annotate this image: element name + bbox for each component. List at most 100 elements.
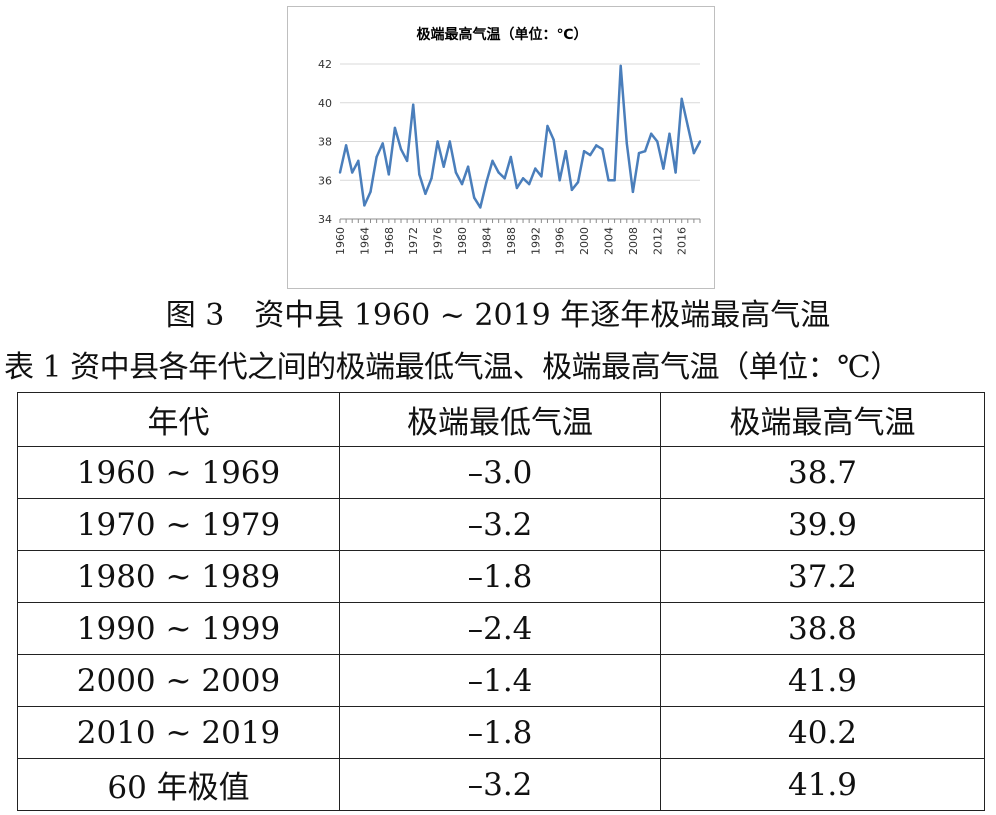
data-point xyxy=(698,140,702,143)
table-row: 60 年极值 –3.2 41.9 xyxy=(17,758,985,811)
data-point xyxy=(674,171,677,174)
decade-temperature-table: 年代 极端最低气温 极端最高气温 1960 ~ 1969 –3.0 38.7 1… xyxy=(17,392,985,811)
cell-min-temp: –1.8 xyxy=(339,550,661,603)
table-row: 1970 ~ 1979 –3.2 39.9 xyxy=(17,498,985,551)
data-point xyxy=(613,179,616,182)
cell-min-temp: –3.0 xyxy=(339,446,661,499)
figure-caption: 图 3 资中县 1960 ~ 2019 年逐年极端最高气温 xyxy=(165,298,831,333)
x-tick-label: 1972 xyxy=(407,227,420,255)
y-tick-label: 34 xyxy=(318,213,332,226)
data-point xyxy=(686,124,689,128)
data-point xyxy=(460,182,464,186)
data-point xyxy=(588,153,592,157)
data-point xyxy=(454,171,458,174)
header-max-temp: 极端最高气温 xyxy=(660,392,985,447)
x-tick-label: 1992 xyxy=(529,227,542,255)
table-row: 1990 ~ 1999 –2.4 38.8 xyxy=(17,602,985,655)
x-tick-label: 1980 xyxy=(456,227,469,255)
data-point xyxy=(643,149,647,153)
x-tick-label: 2016 xyxy=(676,227,689,255)
cell-max-temp: 41.9 xyxy=(660,758,985,811)
data-point xyxy=(552,138,555,141)
cell-min-temp: –3.2 xyxy=(339,498,661,551)
data-point xyxy=(405,159,409,163)
table-row: 2010 ~ 2019 –1.8 40.2 xyxy=(17,706,985,759)
y-tick-label: 40 xyxy=(318,97,332,110)
data-point xyxy=(546,124,549,128)
data-point xyxy=(497,171,500,174)
data-point xyxy=(448,140,452,143)
table-row: 1960 ~ 1969 –3.0 38.7 xyxy=(17,446,985,499)
cell-max-temp: 39.9 xyxy=(660,498,985,551)
cell-min-temp: –1.8 xyxy=(339,706,661,759)
data-point xyxy=(649,132,653,135)
data-point xyxy=(387,173,391,176)
header-min-temp: 极端最低气温 xyxy=(339,392,661,447)
data-point xyxy=(625,142,628,145)
x-tick-label: 2008 xyxy=(627,227,640,255)
data-point xyxy=(515,186,519,190)
data-point xyxy=(576,180,580,184)
data-point xyxy=(521,177,525,180)
chart-svg: 极端最高气温（单位：℃） 34 36 38 40 42 1960 1964 1968 1972 1… xyxy=(318,26,702,255)
data-point xyxy=(473,196,476,199)
data-point xyxy=(619,64,622,68)
data-point xyxy=(503,177,506,180)
cell-decade: 1970 ~ 1979 xyxy=(17,498,340,551)
cell-max-temp: 38.8 xyxy=(660,602,985,655)
data-point xyxy=(692,151,696,155)
data-point xyxy=(351,171,354,174)
cell-decade: 1990 ~ 1999 xyxy=(17,602,340,655)
cell-max-temp: 38.7 xyxy=(660,446,985,499)
data-point xyxy=(564,149,567,153)
data-point xyxy=(668,132,671,135)
x-tick-label: 1964 xyxy=(358,227,371,255)
cell-decade: 2000 ~ 2009 xyxy=(17,654,340,707)
cell-min-temp: –2.4 xyxy=(339,602,661,655)
data-point xyxy=(344,144,348,147)
x-tick-label: 1984 xyxy=(480,227,493,255)
data-point xyxy=(442,165,445,168)
data-point xyxy=(375,155,378,159)
cell-max-temp: 40.2 xyxy=(660,706,985,759)
table-header-row: 年代 极端最低气温 极端最高气温 xyxy=(17,392,985,447)
data-point xyxy=(637,151,641,155)
data-point xyxy=(485,180,488,184)
x-tick-label: 1968 xyxy=(383,227,396,255)
data-point xyxy=(601,148,604,151)
table-title: 表 1 资中县各年代之间的极端最低气温、极端最高气温（单位：℃） xyxy=(4,350,900,385)
cell-decade: 1960 ~ 1969 xyxy=(17,446,340,499)
data-point xyxy=(509,155,513,159)
x-tick-label: 2012 xyxy=(651,227,664,255)
x-tick-label: 1976 xyxy=(432,227,445,255)
cell-max-temp: 37.2 xyxy=(660,550,985,603)
data-point xyxy=(527,182,531,186)
data-point xyxy=(662,167,665,170)
series-line xyxy=(338,64,702,209)
y-tick-label: 36 xyxy=(318,174,332,187)
data-point xyxy=(338,171,342,174)
x-tick-label: 2000 xyxy=(578,227,591,255)
cell-min-temp: –1.4 xyxy=(339,654,661,707)
data-point xyxy=(479,206,482,209)
cell-decade: 60 年极值 xyxy=(17,758,340,811)
data-point xyxy=(424,192,427,196)
data-point xyxy=(412,103,415,106)
cell-decade: 1980 ~ 1989 xyxy=(17,550,340,603)
y-tick-label: 38 xyxy=(318,136,332,149)
cell-decade: 2010 ~ 2019 xyxy=(17,706,340,759)
data-point xyxy=(393,126,397,130)
x-tick-label: 1988 xyxy=(505,227,518,255)
data-point xyxy=(430,177,433,180)
cell-min-temp: –3.2 xyxy=(339,758,661,811)
data-point xyxy=(558,179,561,182)
x-tick-label: 1996 xyxy=(554,227,567,255)
line-chart: 极端最高气温（单位：℃） 34 36 38 40 42 1960 1964 1968 1972 1… xyxy=(287,6,715,289)
data-point xyxy=(582,149,586,153)
data-point xyxy=(631,190,635,194)
data-point xyxy=(570,188,574,192)
data-point xyxy=(418,173,421,176)
data-point xyxy=(595,144,598,147)
data-point xyxy=(381,142,384,145)
data-point xyxy=(466,165,470,168)
